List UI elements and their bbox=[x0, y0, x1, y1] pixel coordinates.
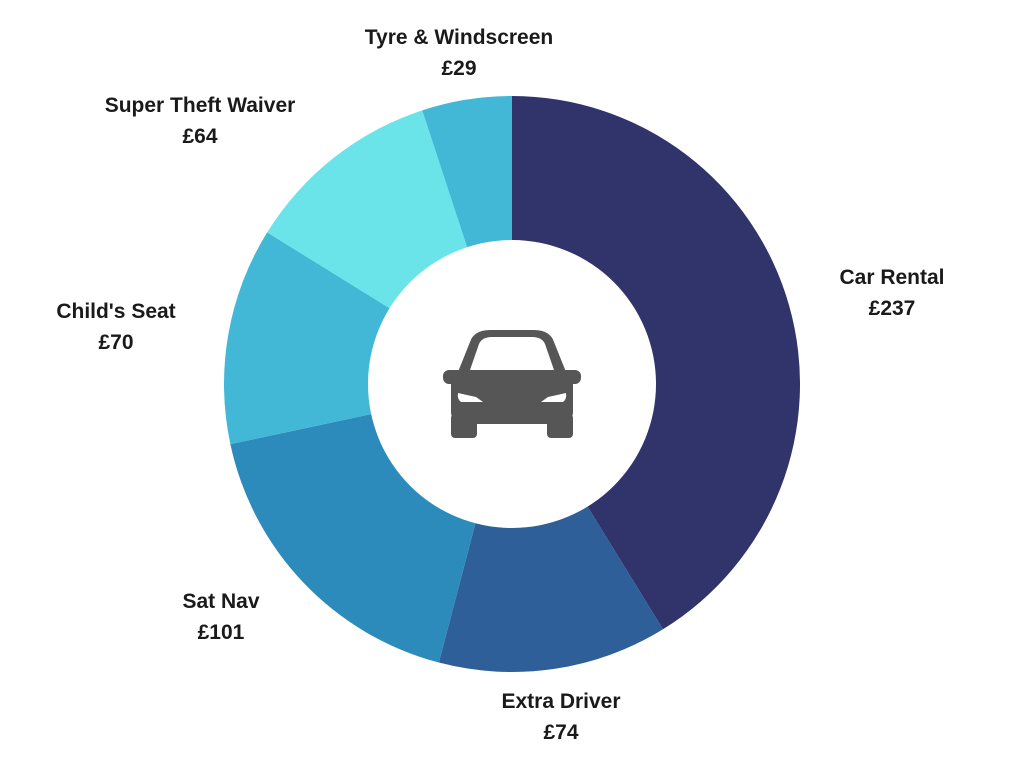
slice-value: £29 bbox=[441, 57, 477, 80]
slice-name: Super Theft Waiver bbox=[104, 94, 296, 117]
slice-label-extra-driver: Extra Driver £74 bbox=[501, 686, 620, 748]
slice-value: £70 bbox=[98, 331, 134, 354]
slice-label-childs-seat: Child's Seat £70 bbox=[56, 296, 175, 358]
slice-label-super-theft-waiver: Super Theft Waiver £64 bbox=[105, 90, 296, 152]
slice-name: Sat Nav bbox=[182, 590, 260, 613]
slice-name: Child's Seat bbox=[56, 300, 176, 323]
slice-name: Tyre & Windscreen bbox=[364, 26, 554, 49]
slice-label-car-rental: Car Rental £237 bbox=[839, 262, 944, 324]
car-icon bbox=[443, 330, 581, 438]
slice-value: £101 bbox=[197, 621, 245, 644]
slice-value: £64 bbox=[182, 125, 218, 148]
slice-label-sat-nav: Sat Nav £101 bbox=[182, 586, 259, 648]
slice-label-tyre-windscreen: Tyre & Windscreen £29 bbox=[365, 22, 553, 84]
slice-name: Car Rental bbox=[839, 266, 945, 289]
slice-name: Extra Driver bbox=[501, 690, 621, 713]
slice-value: £237 bbox=[868, 297, 916, 320]
slice-value: £74 bbox=[543, 721, 579, 744]
